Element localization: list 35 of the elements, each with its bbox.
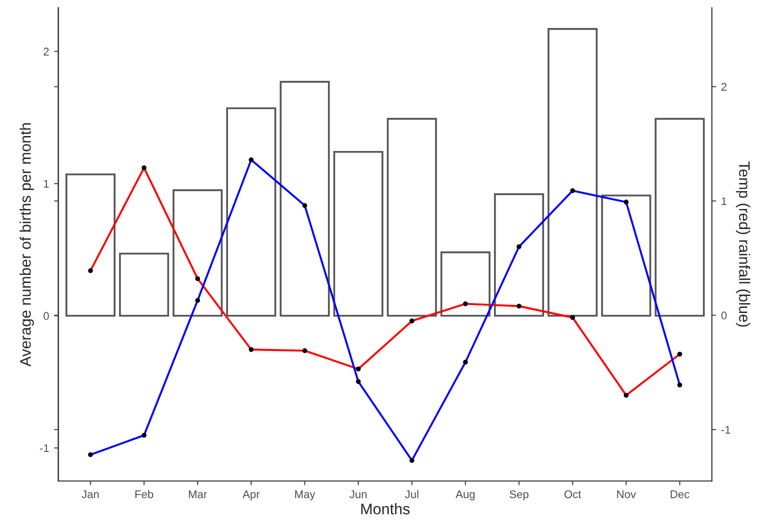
x-tick-label: Oct [564, 490, 582, 498]
bar [172, 189, 223, 317]
bar [494, 193, 544, 317]
x-tick-label: May [295, 490, 316, 500]
x-tick-label: Jan [82, 490, 99, 498]
y2-tick-label: 2 [721, 82, 727, 91]
x-tick-label: Jun [350, 490, 367, 498]
bar [440, 251, 490, 317]
x-tick-label: Feb [135, 490, 154, 498]
y2-tick-label: -1 [721, 426, 730, 434]
bar [119, 252, 170, 317]
y-tick-label: -1 [40, 444, 49, 452]
bar [386, 118, 437, 317]
bar [333, 150, 384, 317]
x-tick-label: Nov [617, 490, 636, 498]
x-axis-title: Months [361, 503, 410, 514]
bar [226, 107, 276, 317]
x-tick-label: Sep [510, 490, 528, 500]
x-tick-label: Apr [242, 490, 260, 500]
y-tick-label: 1 [44, 180, 49, 188]
y2-tick-label: 0 [721, 312, 727, 320]
bar [65, 173, 116, 317]
y-tick-label: 0 [44, 312, 49, 320]
y-tick-label: 2 [44, 48, 49, 56]
x-tick-label: Jul [404, 490, 418, 498]
y2-axis-title: Temp (red) rainfall (blue) [736, 162, 750, 327]
bar [654, 118, 705, 317]
bar [548, 28, 598, 317]
y2-tick-label: 1 [722, 197, 727, 205]
bar [601, 194, 652, 317]
x-tick-label: Dec [670, 490, 690, 498]
x-tick-label: Aug [456, 490, 475, 500]
x-tick-label: Mar [188, 490, 208, 498]
bar [280, 80, 330, 317]
y-axis-title: Average number of births per month [20, 123, 34, 367]
